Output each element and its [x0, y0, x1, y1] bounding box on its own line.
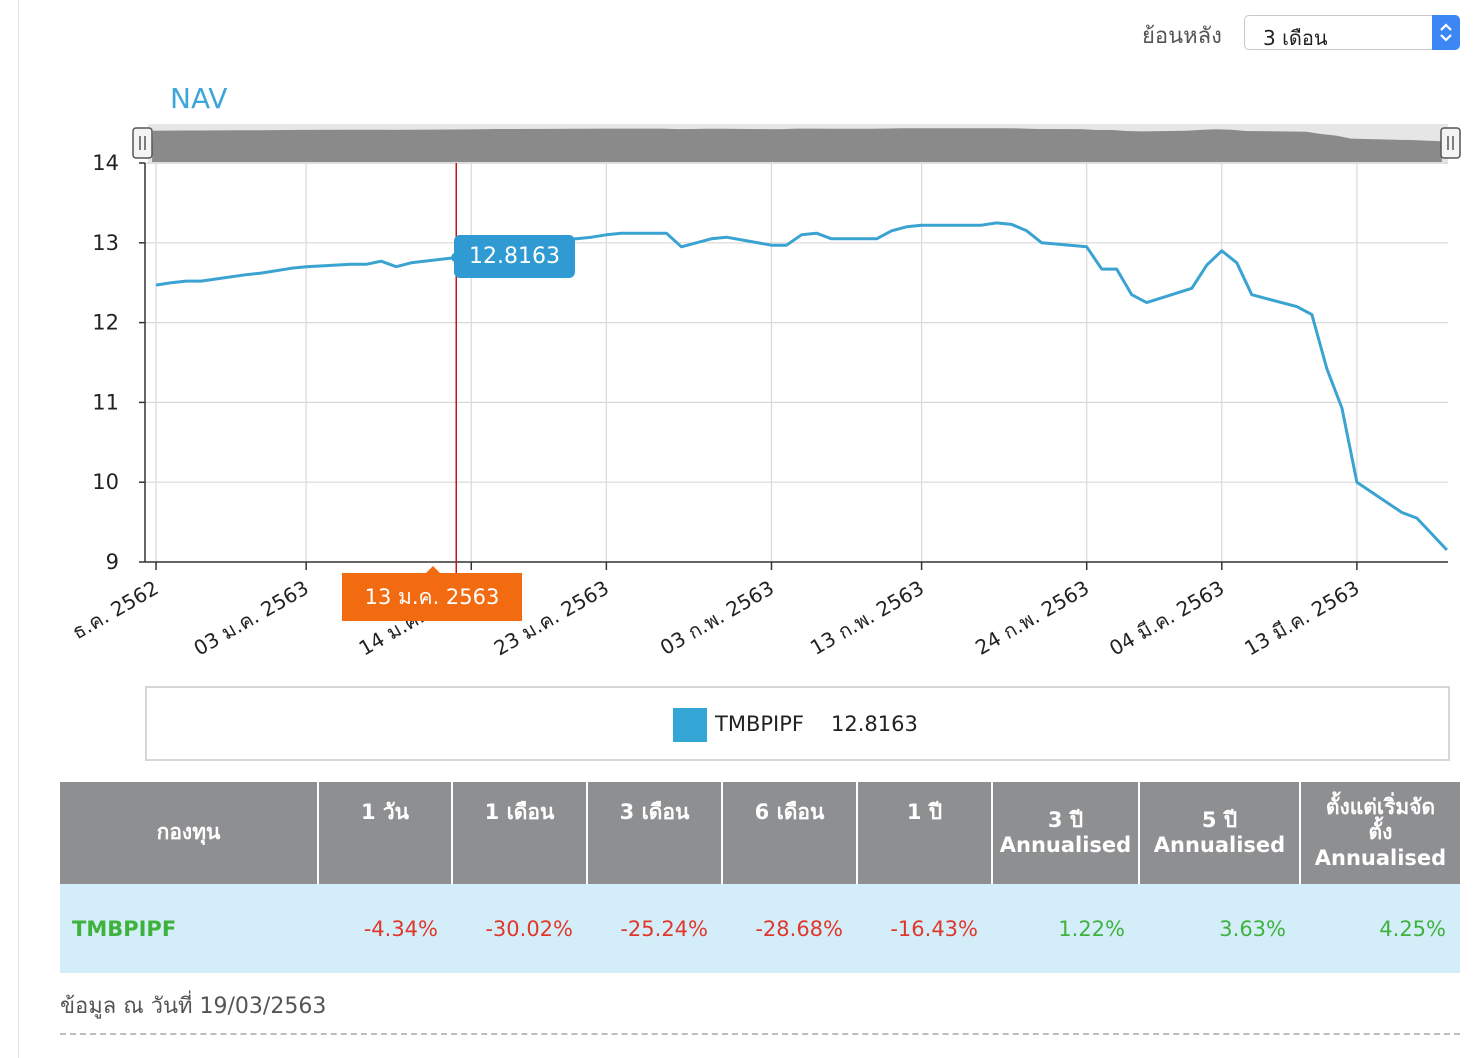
- return-1-month: -30.02%: [452, 884, 587, 973]
- x-tick-label: ธ.ค. 2562: [68, 576, 163, 645]
- table-header-row: กองทุน 1 วัน 1 เดือน 3 เดือน 6 เดือน 1 ป…: [60, 782, 1460, 884]
- return-3-year-annualised: 1.22%: [992, 884, 1139, 973]
- header-6-month: 6 เดือน: [722, 782, 858, 884]
- navigator-handle-left[interactable]: [132, 127, 153, 159]
- y-tick-label: 14: [92, 151, 119, 175]
- navigator-series-area: [152, 128, 1442, 162]
- legend-series-value: 12.8163: [831, 712, 918, 736]
- header-1-month: 1 เดือน: [452, 782, 588, 884]
- tooltip-date: 13 ม.ค. 2563: [342, 566, 522, 621]
- return-6-month: -28.68%: [722, 884, 857, 973]
- range-navigator[interactable]: [132, 124, 1461, 164]
- table-row: TMBPIPF -4.34% -30.02% -25.24% -28.68% -…: [60, 884, 1460, 973]
- left-divider: [18, 0, 19, 1058]
- y-tick-label: 10: [92, 470, 119, 494]
- return-3-month: -25.24%: [587, 884, 722, 973]
- period-select[interactable]: 3 เดือน: [1244, 15, 1460, 50]
- footer-divider: [60, 1033, 1460, 1035]
- y-tick-label: 13: [92, 231, 119, 255]
- header-1-day: 1 วัน: [318, 782, 453, 884]
- navigator-handle-right[interactable]: [1440, 127, 1461, 159]
- fund-name-cell[interactable]: TMBPIPF: [60, 884, 318, 973]
- chart-legend: TMBPIPF 12.8163: [145, 686, 1450, 761]
- header-3-month: 3 เดือน: [587, 782, 723, 884]
- chart-title: NAV: [170, 82, 228, 115]
- legend-swatch[interactable]: [673, 708, 707, 742]
- chart-grid: [145, 162, 1448, 562]
- x-tick-label: 04 มี.ค. 2563: [1105, 576, 1228, 661]
- header-fund: กองทุน: [60, 782, 319, 884]
- tooltip-value: 12.8163: [454, 235, 575, 278]
- y-tick-label: 9: [106, 550, 119, 574]
- x-tick-label: 03 ม.ค. 2563: [190, 576, 313, 661]
- header-since-inception-annualised: ตั้งแต่เริ่มจัด ตั้ง Annualised: [1300, 782, 1460, 884]
- legend-series-name[interactable]: TMBPIPF: [715, 712, 804, 736]
- return-since-inception: 4.25%: [1300, 884, 1460, 973]
- header-1-year: 1 ปี: [857, 782, 993, 884]
- period-label: ย้อนหลัง: [1142, 24, 1222, 49]
- x-tick-label: 24 ก.พ. 2563: [971, 576, 1093, 660]
- data-as-of-note: ข้อมูล ณ วันที่ 19/03/2563: [60, 994, 327, 1019]
- x-tick-label: 03 ก.พ. 2563: [656, 576, 778, 660]
- return-1-day: -4.34%: [318, 884, 452, 973]
- y-tick-label: 11: [92, 390, 119, 414]
- return-1-year: -16.43%: [857, 884, 992, 973]
- return-5-year-annualised: 3.63%: [1139, 884, 1300, 973]
- series-line-tmbpipf: [155, 221, 1448, 552]
- header-5-year-annualised: 5 ปี Annualised: [1139, 782, 1301, 884]
- x-tick-label: 13 ก.พ. 2563: [806, 576, 928, 660]
- y-tick-label: 12: [92, 311, 119, 335]
- chevron-updown-icon[interactable]: [1432, 15, 1460, 50]
- x-tick-label: 13 มี.ค. 2563: [1240, 576, 1363, 661]
- y-axis: 9 10 11 12 13 14: [92, 151, 146, 574]
- header-3-year-annualised: 3 ปี Annualised: [992, 782, 1140, 884]
- period-select-value: 3 เดือน: [1263, 26, 1328, 50]
- performance-table: กองทุน 1 วัน 1 เดือน 3 เดือน 6 เดือน 1 ป…: [60, 782, 1460, 973]
